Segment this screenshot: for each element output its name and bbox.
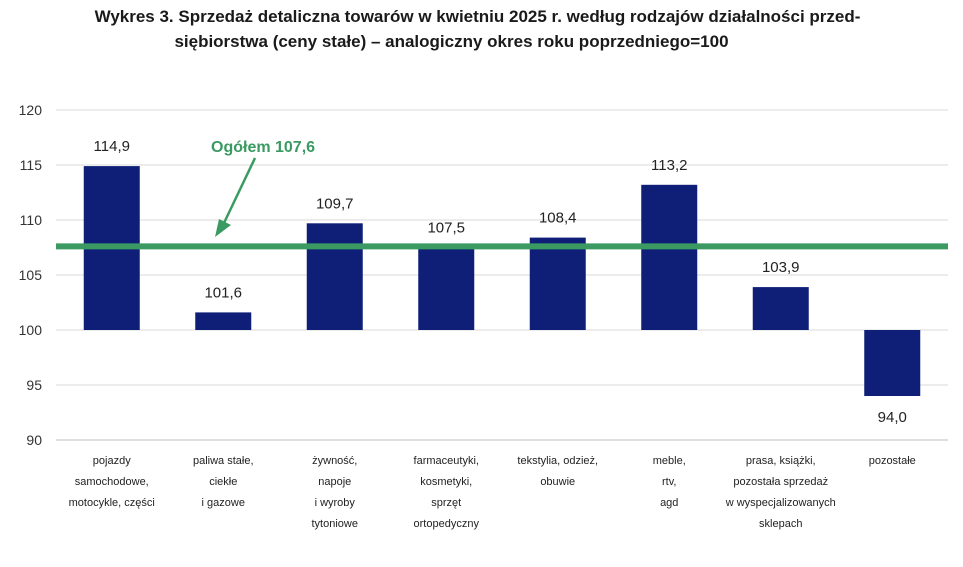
- bar: [641, 184, 698, 330]
- y-tick-label: 120: [19, 102, 43, 118]
- bar: [418, 247, 475, 330]
- bar: [752, 287, 809, 330]
- y-tick-label: 105: [19, 267, 43, 283]
- category-label: żywność, napoje i wyroby tytoniowe: [312, 455, 358, 530]
- y-tick-label: 95: [26, 377, 42, 393]
- bar-value-label: 101,6: [204, 284, 242, 301]
- bar-value-label: 114,9: [94, 138, 130, 155]
- bar-value-label: 94,0: [878, 409, 907, 426]
- category-label: meble, rtv, agd: [653, 455, 686, 509]
- reference-arrow-shaft: [222, 157, 257, 224]
- y-tick-label: 100: [19, 322, 43, 338]
- bar-value-label: 109,7: [316, 195, 354, 212]
- category-label: farmaceutyki, kosmetyki, sprzęt ortopedyczn…: [414, 455, 480, 530]
- y-tick-label: 115: [20, 157, 43, 173]
- category-label: tekstylia, odzież, obuwie: [517, 455, 598, 488]
- bar: [529, 237, 586, 330]
- reference-label: Ogółem 107,6: [211, 139, 315, 156]
- category-label: pojazdy samochodowe, motocykle, części: [69, 455, 155, 509]
- category-label: paliwa stałe, ciekłe i gazowe: [193, 455, 254, 509]
- chart-title-line-2: siębiorstwa (ceny stałe) – analogiczny o…: [174, 32, 729, 51]
- category-label: prasa, książki, pozostała sprzedaż w wyspe…: [725, 455, 836, 530]
- bar-value-label: 108,4: [539, 210, 577, 227]
- category-label: pozostałe: [869, 455, 916, 467]
- bar: [195, 312, 252, 330]
- y-tick-label: 110: [20, 212, 43, 228]
- chart-title-line-1: Wykres 3. Sprzedaż detaliczna towarów w …: [94, 7, 861, 26]
- bar-value-label: 107,5: [427, 220, 465, 237]
- bar-value-label: 113,2: [651, 157, 687, 174]
- bar-value-label: 103,9: [762, 259, 800, 276]
- y-tick-label: 90: [26, 432, 42, 448]
- chart-title: Wykres 3. Sprzedaż detaliczna towarów w …: [0, 4, 963, 54]
- bar: [864, 330, 921, 396]
- reference-arrow-head: [215, 219, 231, 237]
- bar: [306, 223, 363, 330]
